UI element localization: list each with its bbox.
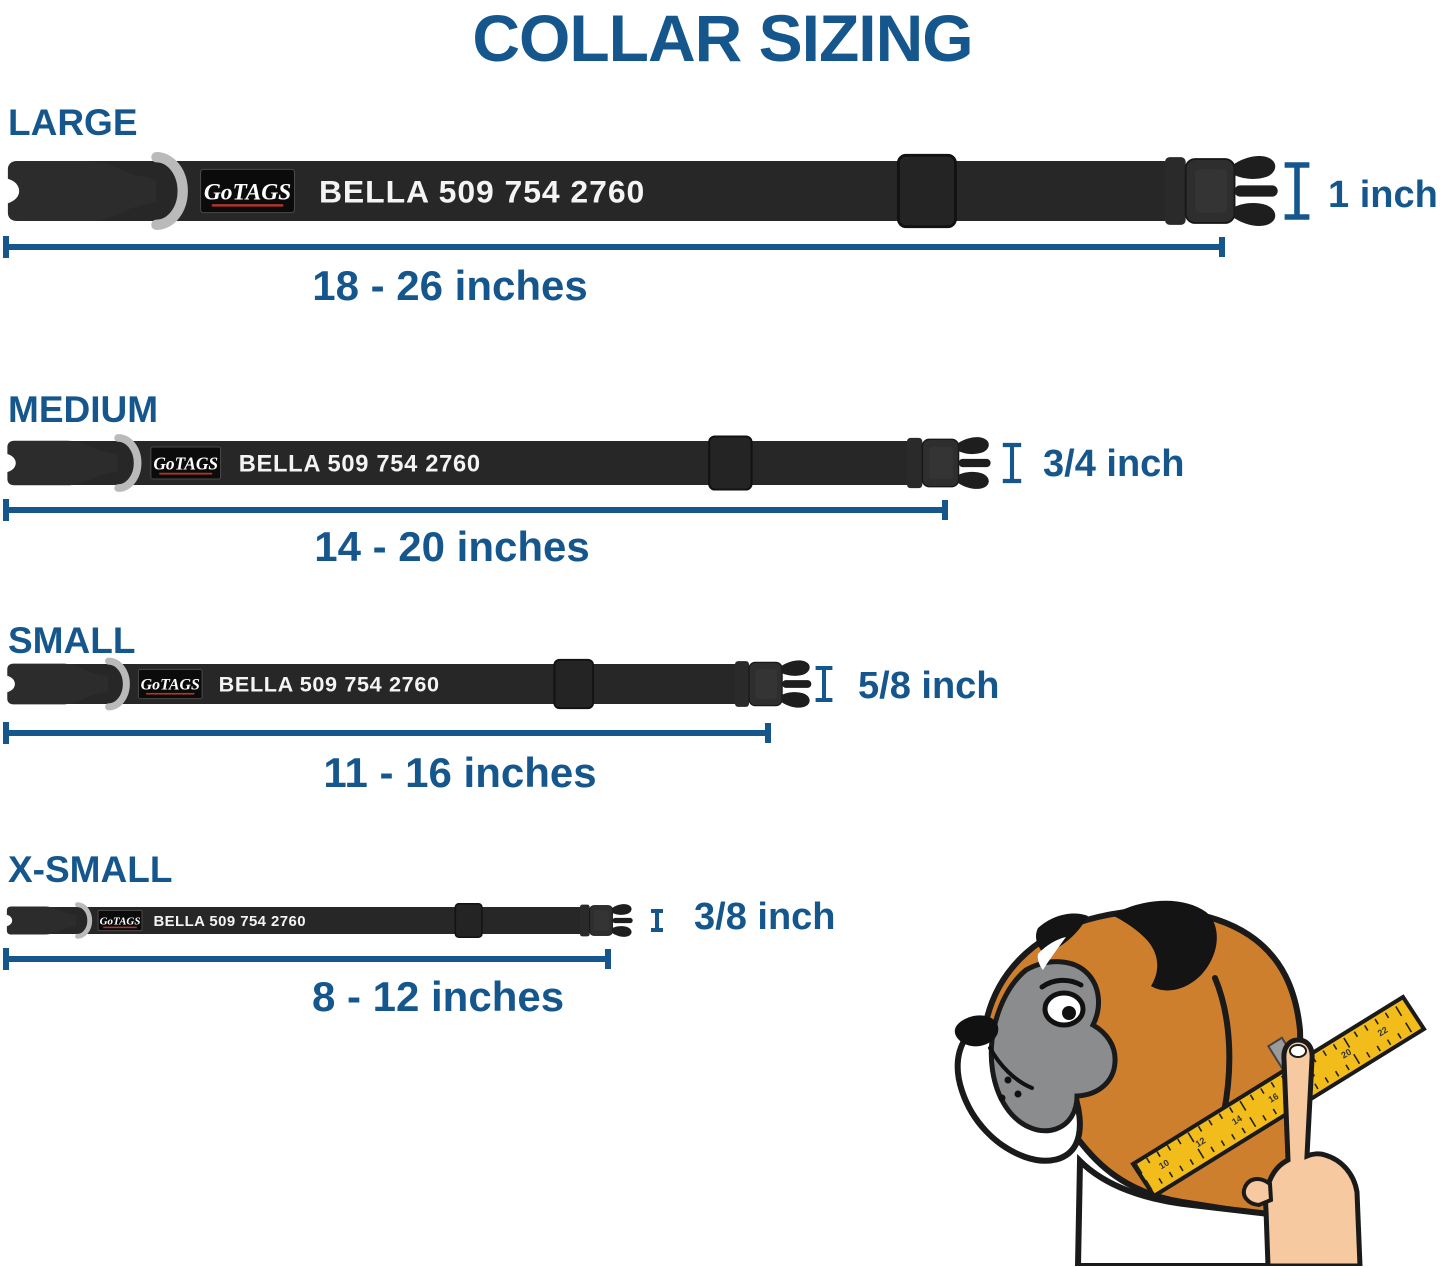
- svg-text:12: 12: [1194, 1135, 1208, 1149]
- female-buckle-icon: [6, 906, 77, 935]
- male-buckle-icon: [580, 904, 633, 937]
- svg-text:14: 14: [1230, 1113, 1244, 1127]
- dog-brow: [1039, 977, 1084, 990]
- male-buckle-icon: [1165, 156, 1278, 226]
- d-ring-icon: [114, 434, 142, 492]
- length-measure-line: [3, 236, 1225, 258]
- female-buckle-icon: [7, 440, 118, 486]
- brand-logo-text: GoTAGS: [204, 179, 291, 205]
- length-measure-line: [3, 722, 771, 744]
- collar-xsmall: GoTAGS BELLA 509 754 2760: [6, 902, 663, 939]
- collar-print-text: BELLA 509 754 2760: [319, 173, 645, 209]
- length-label-xsmall: 8 - 12 inches: [311, 973, 565, 1020]
- width-label-xsmall: 3/8 inch: [694, 896, 836, 938]
- dog-far-ear-icon: [1036, 913, 1088, 954]
- brand-logo-text: GoTAGS: [153, 453, 218, 473]
- length-measure-line: [3, 948, 611, 970]
- slider-adjuster: [454, 903, 483, 938]
- slider-adjuster: [708, 435, 753, 491]
- female-buckle-icon: [7, 663, 108, 705]
- brand-patch: GoTAGS: [137, 668, 203, 700]
- d-ring-icon: [151, 152, 188, 230]
- dog-spot: [1014, 1090, 1022, 1098]
- width-label-medium: 3/4 inch: [1043, 443, 1185, 485]
- female-buckle-icon: [7, 160, 157, 222]
- size-label-large: LARGE: [8, 102, 138, 143]
- fingernail: [1289, 1044, 1307, 1058]
- collar-print-text: BELLA 509 754 2760: [153, 913, 306, 930]
- slider-adjuster: [896, 153, 957, 229]
- dog-mouth: [988, 1046, 1034, 1090]
- collar-print-text: BELLA 509 754 2760: [219, 672, 440, 697]
- dog-neck-crease: [1212, 975, 1233, 1115]
- collar-large: GoTAGS BELLA 509 754 2760: [7, 152, 1310, 230]
- length-label-small: 11 - 16 inches: [323, 749, 597, 796]
- brand-patch: GoTAGS: [97, 909, 143, 932]
- width-ibeam-icon: [815, 666, 833, 702]
- dog-spot: [998, 1094, 1006, 1102]
- collar-small: GoTAGS BELLA 509 754 2760: [7, 657, 833, 711]
- brand-patch: GoTAGS: [150, 446, 222, 480]
- svg-text:10: 10: [1157, 1157, 1171, 1171]
- width-ibeam-icon: [651, 909, 663, 932]
- d-ring-icon: [105, 657, 130, 711]
- brand-logo-text: GoTAGS: [100, 915, 141, 927]
- brand-underline: [211, 204, 284, 207]
- width-label-large: 1 inch: [1328, 174, 1438, 216]
- width-label-small: 5/8 inch: [858, 665, 1000, 707]
- svg-text:22: 22: [1376, 1025, 1390, 1039]
- brand-logo-text: GoTAGS: [141, 677, 200, 694]
- collar-print-text: BELLA 509 754 2760: [239, 451, 481, 477]
- dog-measure-illustration: 10121416182022: [954, 900, 1427, 1266]
- slider-adjuster: [553, 658, 594, 710]
- thumb: [1241, 1177, 1274, 1208]
- brand-underline: [103, 926, 137, 929]
- size-label-xsmall: X-SMALL: [8, 849, 173, 890]
- length-label-large: 18 - 26 inches: [312, 262, 588, 309]
- brand-underline: [146, 692, 195, 695]
- width-ibeam-icon: [1002, 442, 1022, 484]
- dog-spot: [1004, 1076, 1012, 1084]
- dog-pupil: [1062, 1006, 1076, 1020]
- page-title: COLLAR SIZING: [472, 1, 973, 75]
- male-buckle-icon: [907, 437, 991, 489]
- width-ibeam-icon: [1284, 162, 1310, 220]
- length-label-medium: 14 - 20 inches: [314, 523, 590, 570]
- male-buckle-icon: [735, 660, 812, 708]
- dog-near-ear-icon: [1112, 900, 1217, 991]
- brand-underline: [159, 472, 213, 475]
- size-label-medium: MEDIUM: [8, 389, 159, 430]
- brand-patch: GoTAGS: [200, 168, 296, 214]
- d-ring-icon: [75, 902, 93, 939]
- dog-nose-icon: [954, 1015, 999, 1047]
- dog-blaze: [1037, 937, 1066, 970]
- length-measure-line: [3, 499, 948, 521]
- svg-text:16: 16: [1267, 1091, 1281, 1105]
- svg-text:20: 20: [1339, 1047, 1353, 1061]
- size-label-small: SMALL: [8, 620, 136, 661]
- collar-medium: GoTAGS BELLA 509 754 2760: [7, 434, 1022, 492]
